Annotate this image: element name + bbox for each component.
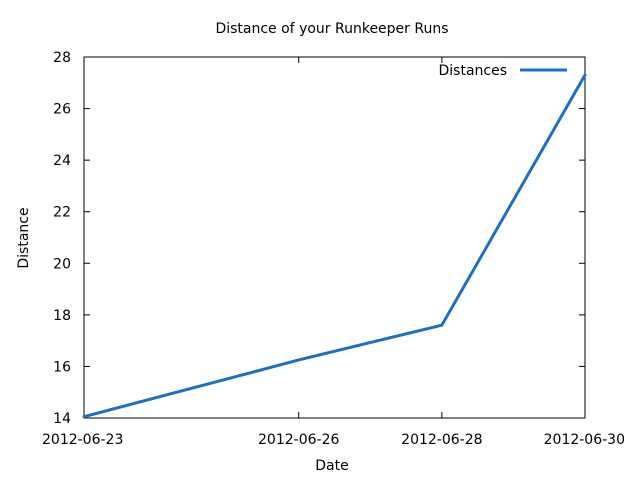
x-tick-label: 2012-06-26 bbox=[258, 432, 339, 448]
y-tick-label: 28 bbox=[53, 50, 71, 66]
chart-title: Distance of your Runkeeper Runs bbox=[215, 21, 448, 37]
y-tick-label: 14 bbox=[53, 411, 71, 427]
y-tick-label: 20 bbox=[53, 256, 71, 272]
series-layer bbox=[82, 73, 587, 419]
y-tick-label: 22 bbox=[53, 205, 71, 221]
plot-area-frame bbox=[83, 56, 586, 419]
data-point bbox=[82, 415, 86, 419]
y-tick-label: 16 bbox=[53, 359, 71, 375]
series-line-distances bbox=[83, 74, 587, 419]
y-axis-label: Distance bbox=[16, 207, 32, 268]
x-tick-label: 2012-06-28 bbox=[401, 432, 482, 448]
y-axis: 14 16 18 20 22 24 26 28 bbox=[53, 50, 585, 427]
legend-label-distances: Distances bbox=[438, 63, 507, 79]
y-tick-label: 18 bbox=[53, 308, 71, 324]
y-tick-label: 26 bbox=[53, 102, 71, 118]
data-point bbox=[440, 323, 444, 327]
data-point bbox=[297, 358, 301, 362]
legend: Distances bbox=[438, 63, 567, 79]
x-axis-label: Date bbox=[315, 458, 348, 474]
x-axis: 2012-06-23 2012-06-26 2012-06-28 2012-06-30 bbox=[42, 57, 625, 448]
x-tick-label: 2012-06-23 bbox=[42, 432, 123, 448]
y-tick-label: 24 bbox=[53, 153, 71, 169]
x-tick-label: 2012-06-30 bbox=[544, 432, 625, 448]
data-point bbox=[583, 73, 587, 77]
